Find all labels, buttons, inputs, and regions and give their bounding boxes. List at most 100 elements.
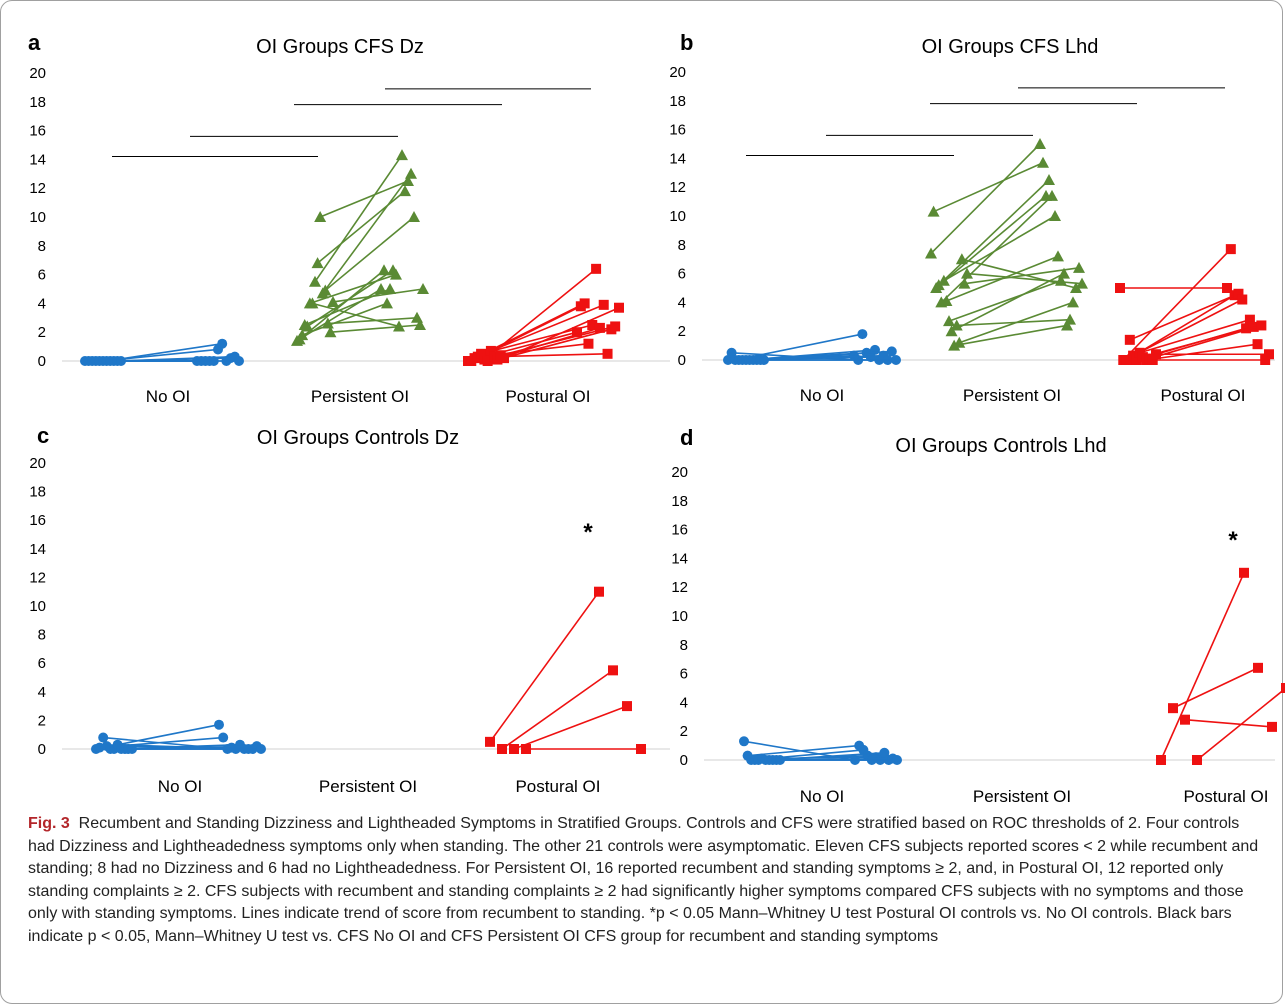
data-point: [891, 355, 901, 365]
data-point: [1131, 355, 1142, 365]
trend-line: [933, 161, 1044, 213]
panel-letter: d: [680, 425, 693, 450]
trend-line: [1139, 318, 1251, 354]
data-point: [892, 755, 902, 765]
trend-line: [1132, 298, 1243, 357]
trend-line: [317, 190, 406, 264]
trend-line: [961, 258, 1077, 289]
category-label: Persistent OI: [963, 386, 1061, 405]
data-point: [1281, 683, 1285, 693]
trend-line: [938, 179, 1050, 286]
data-point: [408, 211, 420, 222]
y-tick-label: 20: [29, 65, 46, 82]
trend-line: [480, 324, 593, 355]
data-point: [476, 348, 487, 359]
y-tick-label: 20: [671, 464, 688, 481]
y-tick-label: 10: [29, 598, 46, 615]
data-point: [1076, 277, 1088, 289]
trend-line: [330, 324, 421, 333]
y-tick-label: 8: [38, 627, 46, 644]
data-point: [886, 346, 897, 357]
data-point: [958, 277, 971, 289]
data-point: [1064, 313, 1076, 325]
category-label: No OI: [146, 387, 190, 406]
trend-line: [1142, 326, 1254, 358]
trend-line: [1146, 343, 1258, 361]
data-point: [598, 299, 609, 310]
y-tick-label: 18: [671, 493, 688, 510]
data-point: [594, 586, 604, 597]
data-point: [1225, 244, 1236, 255]
trend-line: [319, 180, 409, 218]
trend-line: [327, 317, 418, 325]
data-point: [1237, 294, 1248, 305]
y-tick-label: 10: [29, 209, 46, 226]
trend-line: [956, 318, 1071, 327]
data-point: [256, 744, 266, 754]
y-tick-label: 12: [29, 180, 46, 197]
data-point: [381, 297, 393, 309]
y-tick-label: 6: [38, 267, 46, 284]
data-point: [301, 320, 314, 332]
data-point: [521, 744, 531, 754]
data-point: [396, 149, 408, 161]
category-label: Postural OI: [505, 387, 590, 406]
trend-line: [948, 280, 1062, 322]
data-point: [218, 732, 229, 743]
data-point: [1070, 282, 1082, 293]
data-point: [1061, 319, 1073, 331]
chart-panel-a: a OI Groups CFS Dz 0 2 4 6 8 10 12 14 16 18 20 No OI P…: [28, 30, 670, 406]
data-point: [1067, 296, 1079, 308]
trend-line: [301, 302, 388, 336]
data-point: [1046, 189, 1058, 201]
data-point: [925, 247, 937, 259]
caption-text: Recumbent and Standing Dizziness and Lig…: [28, 815, 1259, 945]
category-label: No OI: [800, 787, 844, 806]
trend-line: [322, 173, 412, 294]
y-tick-label: 8: [678, 237, 686, 254]
trend-line: [1196, 687, 1285, 761]
trend-line: [501, 669, 614, 750]
data-point: [572, 327, 582, 338]
data-point: [98, 732, 109, 743]
trend-line: [769, 752, 885, 761]
y-tick-label: 16: [29, 123, 46, 140]
data-point: [775, 755, 785, 765]
data-point: [1115, 283, 1125, 293]
trend-line: [747, 744, 860, 757]
y-tick-label: 12: [669, 179, 686, 196]
y-tick-label: 0: [680, 752, 688, 769]
data-point: [1121, 355, 1132, 365]
panel-title: OI Groups Controls Lhd: [895, 435, 1106, 457]
data-point: [116, 356, 126, 366]
data-point: [857, 329, 868, 340]
y-tick-label: 12: [671, 579, 688, 596]
trend-line: [959, 301, 1074, 344]
data-point: [311, 257, 324, 269]
data-point: [127, 744, 137, 754]
category-label: No OI: [158, 777, 202, 796]
trend-line: [324, 216, 415, 292]
y-tick-label: 6: [38, 655, 46, 672]
data-point: [1253, 662, 1263, 673]
data-point: [583, 338, 594, 349]
y-tick-label: 14: [29, 541, 46, 558]
data-point: [217, 338, 228, 349]
y-tick-label: 16: [671, 522, 688, 539]
category-label: No OI: [800, 386, 844, 405]
y-tick-label: 4: [678, 294, 686, 311]
y-tick-label: 0: [38, 741, 46, 758]
trend-line: [935, 195, 1047, 289]
y-tick-label: 8: [38, 238, 46, 255]
data-point: [296, 329, 309, 341]
chart-panel-b: b OI Groups CFS Lhd 0 2 4 6 8 10 12 14 16 18 20 No OI…: [669, 30, 1275, 405]
trend-line: [490, 304, 605, 352]
data-point: [1244, 314, 1255, 325]
data-point: [405, 167, 417, 179]
category-label: Persistent OI: [311, 387, 409, 406]
trend-line: [1129, 293, 1239, 341]
data-point: [927, 205, 940, 217]
panel-title: OI Groups CFS Dz: [256, 36, 424, 58]
y-tick-label: 8: [680, 637, 688, 654]
